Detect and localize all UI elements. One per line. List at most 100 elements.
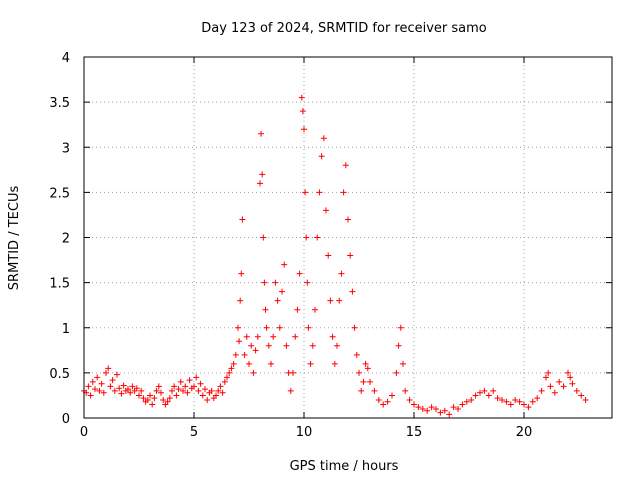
y-tick-label: 0 [62,412,70,427]
data-point [127,389,134,396]
x-tick-label: 20 [516,425,533,440]
data-point [202,386,208,393]
data-point [182,383,189,390]
data-point [85,383,92,390]
data-point [305,324,312,331]
data-point [260,234,267,241]
data-point [155,383,162,390]
data-point [125,386,131,393]
data-point [228,365,235,372]
data-point [402,387,409,394]
data-point [283,342,290,349]
y-tick-label: 4 [62,51,70,66]
data-point [507,401,514,408]
data-point [215,387,222,394]
data-point [573,387,580,394]
data-point [364,365,371,372]
data-point [254,333,261,340]
data-point [538,387,545,394]
data-point [107,383,114,390]
data-point [105,365,112,372]
data-point [197,380,204,387]
data-point [567,374,574,381]
data-point [261,279,268,286]
data-point [153,387,160,394]
data-point [268,360,274,367]
data-point [472,392,479,399]
data-point [103,369,109,376]
data-point [238,270,245,277]
data-point [494,395,501,402]
data-point [503,398,510,405]
data-point [582,396,589,403]
data-point [314,234,321,241]
data-point [534,395,541,402]
data-point [512,396,519,403]
data-point [235,324,241,331]
data-point [459,401,466,408]
y-tick-label: 0.5 [49,367,70,382]
data-point [529,398,536,405]
data-point [441,407,448,414]
data-point [237,297,244,304]
data-point [294,306,301,313]
data-point [96,387,103,394]
data-point [199,392,206,399]
data-point [334,342,340,349]
data-point [320,135,327,142]
data-point [296,270,303,277]
data-point [490,387,497,394]
data-point [177,378,184,385]
data-point [272,279,279,286]
data-point [151,395,158,402]
data-point [232,351,239,358]
data-point [287,387,294,394]
data-point [164,398,171,405]
data-point [302,189,309,196]
y-tick-label: 3.5 [49,96,70,111]
data-point [274,297,281,304]
data-point [349,288,356,295]
data-points [81,94,589,418]
data-point [94,374,101,381]
data-point [184,389,191,396]
data-point [204,396,211,403]
data-point [336,297,343,304]
data-point [455,405,461,412]
y-tick-label: 2 [62,232,70,247]
data-point [270,333,277,340]
data-point [290,369,296,376]
data-point [236,338,243,345]
data-point [360,378,367,385]
data-point [138,387,145,394]
data-point [98,380,105,387]
data-point [347,252,354,259]
data-point [180,387,186,394]
x-tick-label: 5 [190,425,198,440]
data-point [191,383,197,390]
data-point [173,392,180,399]
data-point [129,383,136,390]
axis-ticks: 0 5 10 15 20 0 0.5 1 1.5 2 2.5 3 3.5 4 [49,51,612,440]
y-tick-label: 1 [62,322,70,337]
data-point [499,396,505,403]
data-point [437,409,444,416]
data-point [419,405,426,412]
data-point [120,382,127,389]
data-point [111,387,118,394]
data-point [230,360,237,367]
data-point [367,378,373,385]
data-point [298,94,305,101]
data-point [521,401,527,408]
data-point [358,387,365,394]
data-point [329,333,336,340]
data-point [149,401,156,408]
data-point [389,392,395,399]
data-point [136,392,142,399]
data-point [345,216,351,223]
data-point [327,297,334,304]
data-point [307,360,314,367]
x-tick-label: 15 [406,425,423,440]
data-point [406,396,413,403]
